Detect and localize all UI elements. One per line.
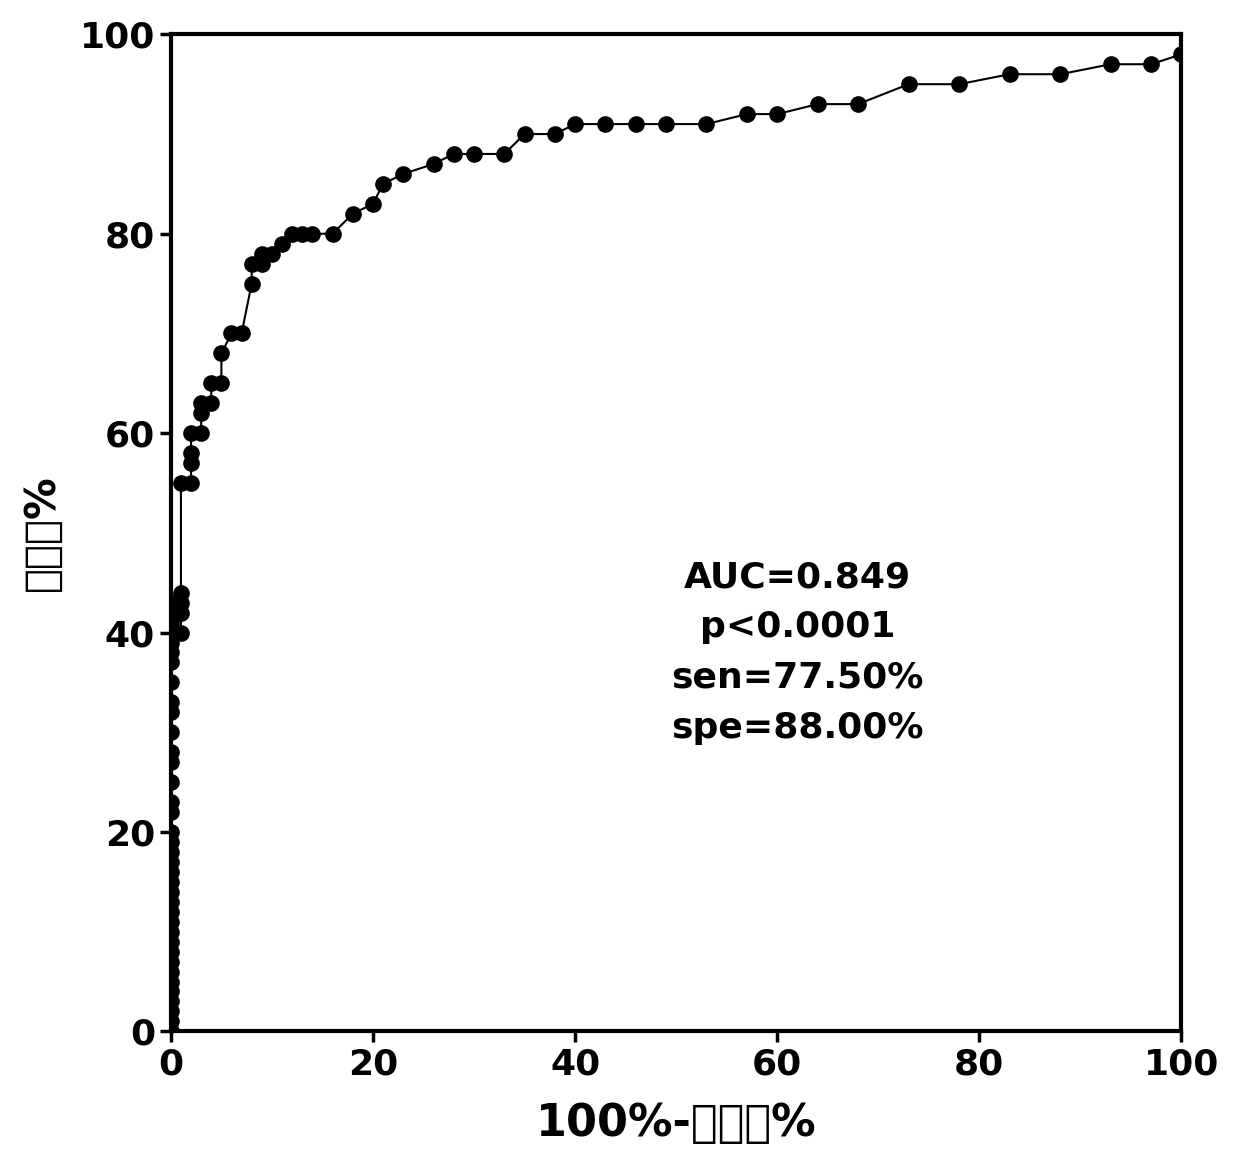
Y-axis label: 灵敏度%: 灵敏度% — [21, 475, 63, 591]
X-axis label: 100%-特异性%: 100%-特异性% — [536, 1102, 816, 1145]
Text: AUC=0.849
p<0.0001
sen=77.50%
spe=88.00%: AUC=0.849 p<0.0001 sen=77.50% spe=88.00% — [671, 560, 924, 745]
